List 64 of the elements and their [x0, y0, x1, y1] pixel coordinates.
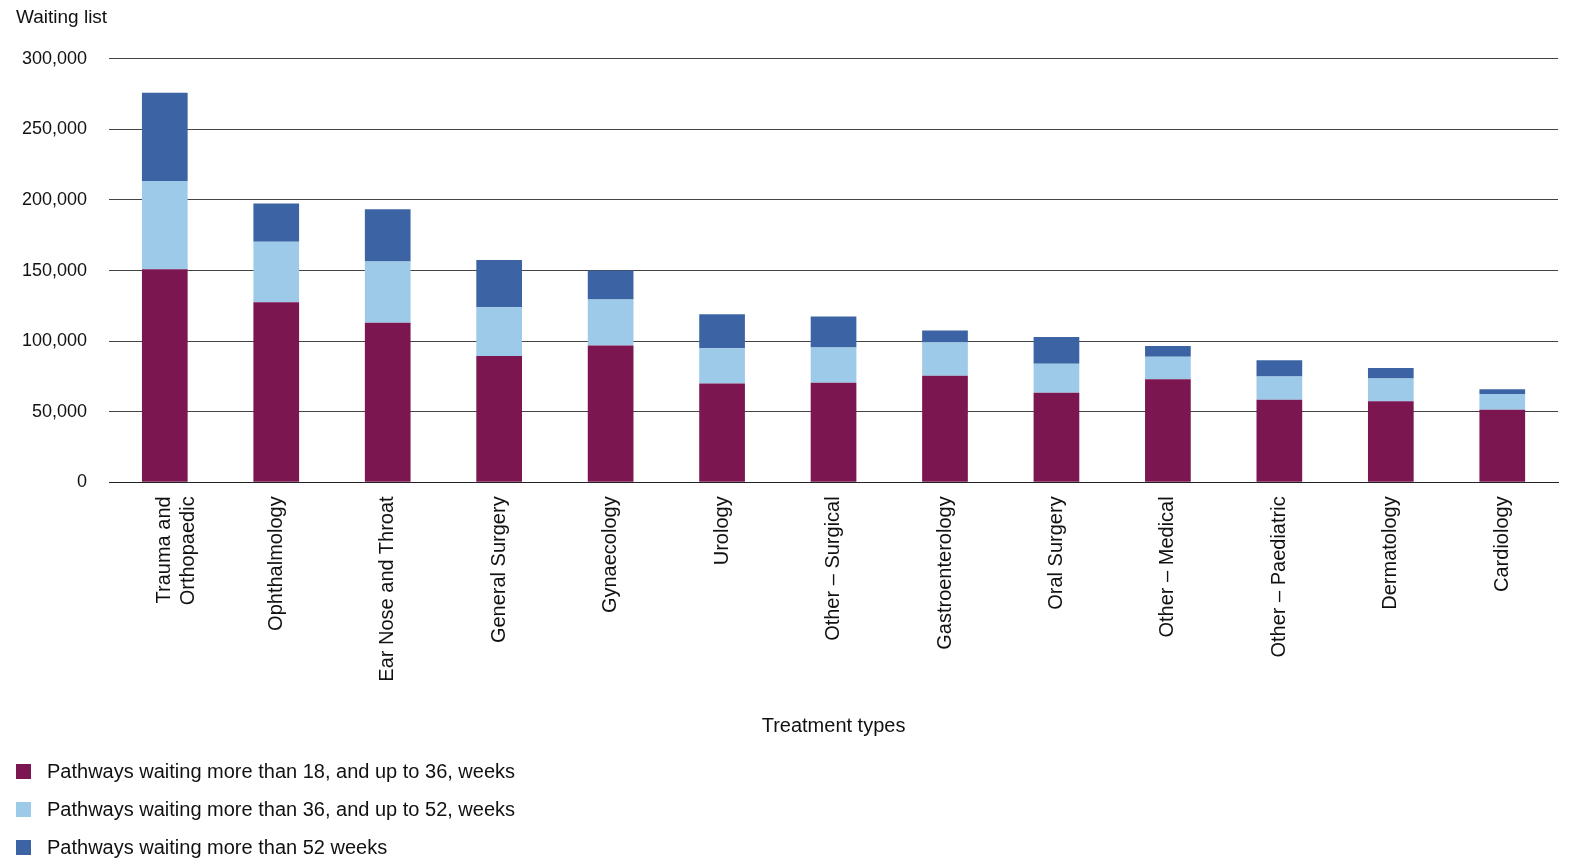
- bar: [253, 302, 300, 482]
- bar: [141, 269, 188, 482]
- bar: [1145, 379, 1191, 482]
- bar: [810, 316, 857, 348]
- y-tick-label: 0: [77, 471, 88, 492]
- x-tick-label: Ear Nose and Throat: [375, 495, 398, 682]
- legend-label: Pathways waiting more than 18, and up to 36, weeks: [47, 759, 516, 783]
- x-tick-label: Gastroenterology: [932, 496, 955, 650]
- y-tick-label: 300,000: [21, 47, 88, 68]
- bar: [364, 322, 411, 482]
- bar: [1145, 356, 1191, 380]
- y-tick-label: 150,000: [21, 259, 88, 280]
- bar: [476, 259, 523, 308]
- bar: [587, 345, 634, 482]
- bar: [922, 342, 968, 376]
- bar: [1367, 378, 1414, 402]
- x-axis-title: Treatment types: [761, 713, 906, 736]
- bar: [476, 355, 523, 482]
- bar: [1479, 389, 1526, 395]
- bar: [1256, 360, 1303, 377]
- x-tick-label: Dermatology: [1378, 496, 1401, 610]
- bar: [1479, 394, 1526, 410]
- y-tick-label: 100,000: [21, 330, 88, 351]
- x-tick-label: Gynaecology: [598, 496, 621, 614]
- bar: [699, 314, 745, 349]
- x-tick-label: Other – Paediatric: [1266, 496, 1289, 658]
- bar: [1367, 367, 1414, 379]
- x-tick-label: Ophthalmology: [263, 496, 286, 631]
- bar: [1367, 401, 1414, 482]
- y-tick-label: 250,000: [21, 118, 88, 139]
- bar: [810, 347, 857, 383]
- bar: [476, 307, 523, 356]
- bar: [364, 261, 411, 323]
- bar: [1033, 336, 1080, 364]
- x-tick-label: General Surgery: [486, 496, 509, 644]
- bar: [587, 270, 634, 300]
- bar: [587, 299, 634, 346]
- bar: [1145, 346, 1191, 357]
- x-tick-label: Oral Surgery: [1043, 496, 1066, 610]
- bar: [1033, 392, 1080, 482]
- bar: [699, 348, 745, 384]
- y-tick-label: 200,000: [21, 188, 88, 209]
- y-tick-label: 50,000: [32, 400, 88, 421]
- bar: [1256, 376, 1303, 400]
- x-tick-label: Urology: [709, 496, 732, 566]
- legend-label: Pathways waiting more than 36, and up to 52, weeks: [47, 797, 516, 821]
- bar: [141, 180, 188, 270]
- bar: [1033, 363, 1080, 393]
- x-tick-label: Other – Surgical: [821, 496, 844, 641]
- bar: [253, 203, 300, 242]
- bar: [364, 209, 411, 262]
- bar: [1479, 409, 1526, 482]
- x-tick-label: Other – Medical: [1155, 496, 1178, 638]
- y-axis-title: Waiting list: [16, 6, 108, 28]
- bar: [810, 382, 857, 482]
- x-tick-label: Trauma and Orthopaedic: [152, 496, 199, 606]
- bar: [253, 241, 300, 303]
- x-tick-label: Cardiology: [1489, 496, 1512, 592]
- bar: [922, 330, 968, 343]
- bar: [1256, 399, 1303, 482]
- legend-label: Pathways waiting more than 52 weeks: [47, 835, 388, 859]
- bar: [922, 375, 968, 482]
- bar: [141, 92, 188, 181]
- bar: [699, 383, 745, 482]
